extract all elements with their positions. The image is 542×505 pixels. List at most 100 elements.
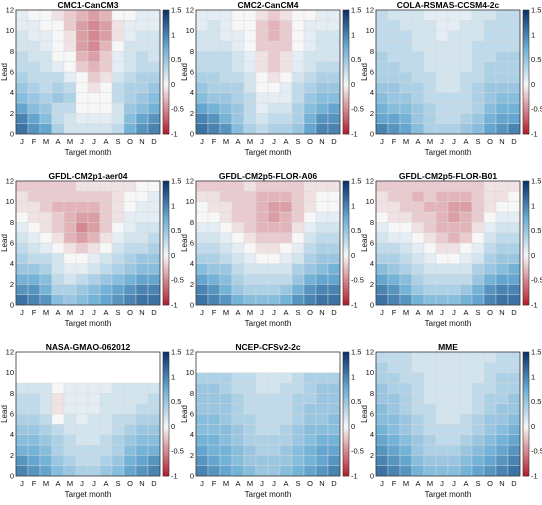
colorbar-segment <box>163 14 169 18</box>
heatmap-cell <box>267 465 281 477</box>
colorbar-tick-label: 0 <box>171 80 175 89</box>
heatmap-cell <box>135 465 149 477</box>
heatmap-cell <box>495 393 509 404</box>
heatmap-cell <box>279 455 293 466</box>
heatmap-cell <box>387 82 401 93</box>
heatmap-cell <box>459 242 473 254</box>
heatmap-cell <box>483 222 497 233</box>
colorbar-segment <box>163 433 169 437</box>
heatmap-cell <box>123 20 137 31</box>
colorbar-segment <box>343 463 349 467</box>
heatmap-cell <box>39 403 53 415</box>
colorbar-segment <box>163 230 169 234</box>
heatmap-cell <box>39 9 53 21</box>
colorbar-segment <box>343 386 349 390</box>
heatmap-cell <box>447 351 461 363</box>
heatmap-cell <box>99 273 113 285</box>
heatmap-cell <box>399 351 413 363</box>
heatmap-cell <box>507 92 521 104</box>
colorbar-segment <box>523 39 529 43</box>
heatmap-cell <box>375 82 389 93</box>
heatmap-cell <box>123 444 137 456</box>
colorbar-segment <box>343 297 349 301</box>
colorbar-segment <box>523 414 529 417</box>
heatmap-cell <box>195 382 209 394</box>
heatmap-cell <box>255 232 269 244</box>
colorbar-segment <box>163 89 169 93</box>
heatmap-cell <box>39 61 53 73</box>
heatmap-cell <box>219 242 233 254</box>
heatmap-cell <box>39 51 53 62</box>
heatmap-cell <box>435 351 449 363</box>
heatmap-cell <box>39 40 53 52</box>
heatmap-cell <box>219 191 233 202</box>
heatmap-cell <box>459 82 473 93</box>
heatmap-cell <box>63 191 77 202</box>
heatmap-cell <box>495 263 509 275</box>
heatmap-cell <box>483 9 497 21</box>
heatmap-cell <box>15 382 29 394</box>
heatmap-cell <box>87 191 101 202</box>
heatmap-cell <box>435 51 449 62</box>
heatmap-cell <box>507 191 521 202</box>
colorbar-segment <box>523 190 529 194</box>
heatmap-cell <box>15 9 29 21</box>
heatmap-cell <box>267 222 281 233</box>
heatmap-cell <box>279 222 293 233</box>
heatmap-cell <box>447 201 461 213</box>
colorbar-segment <box>343 181 349 184</box>
heatmap-cell <box>411 263 425 275</box>
heatmap-cell <box>243 191 257 202</box>
colorbar-tick-label: 1.5 <box>531 6 541 15</box>
heatmap-cell <box>231 180 245 192</box>
heatmap-cell <box>99 434 113 446</box>
heatmap-cell <box>279 294 293 306</box>
heatmap-cell <box>243 232 257 244</box>
heatmap-cell <box>231 242 245 254</box>
heatmap-cell <box>195 434 209 446</box>
colorbar-segment <box>343 374 349 378</box>
heatmap-cell <box>231 382 245 394</box>
heatmap-cell <box>39 263 53 275</box>
heatmap-cell <box>243 424 257 435</box>
heatmap-cell <box>255 191 269 202</box>
heatmap-cell <box>195 455 209 466</box>
colorbar-segment <box>523 433 529 437</box>
heatmap-cell <box>231 211 245 223</box>
colorbar-segment <box>343 218 349 221</box>
heatmap-cell <box>63 444 77 456</box>
colorbar-segment <box>163 12 169 16</box>
heatmap-cell <box>279 253 293 264</box>
colorbar-segment <box>163 91 169 95</box>
colorbar-segment <box>163 42 169 46</box>
heatmap-cell <box>375 123 389 135</box>
heatmap-cell <box>267 82 281 93</box>
heatmap-cell <box>327 444 341 456</box>
colorbar-tick-label: 1.5 <box>351 6 361 15</box>
heatmap-cell <box>39 242 53 254</box>
colorbar-segment <box>343 404 349 407</box>
colorbar-segment <box>523 361 529 365</box>
colorbar-segment <box>343 292 349 296</box>
heatmap-cell <box>243 263 257 275</box>
heatmap-cell <box>459 232 473 244</box>
colorbar-segment <box>163 22 169 26</box>
heatmap-cell <box>27 82 41 93</box>
colorbar-segment <box>163 389 169 392</box>
heatmap-cell <box>87 253 101 264</box>
x-tick-label: J <box>440 137 444 146</box>
heatmap-cell <box>231 403 245 415</box>
colorbar-segment <box>523 188 529 192</box>
colorbar-frame <box>342 9 350 135</box>
colorbar-tick-label: 0 <box>351 422 355 431</box>
heatmap-cell <box>99 71 113 83</box>
heatmap-cell <box>471 222 485 233</box>
heatmap-cell <box>495 362 509 373</box>
y-tick-label: 0 <box>370 301 374 310</box>
colorbar-segment <box>523 285 529 288</box>
heatmap-cell <box>495 30 509 42</box>
y-tick-label: 8 <box>370 47 374 56</box>
heatmap-cell <box>411 222 425 233</box>
heatmap-cell <box>243 242 257 254</box>
x-tick-label: A <box>55 308 60 317</box>
